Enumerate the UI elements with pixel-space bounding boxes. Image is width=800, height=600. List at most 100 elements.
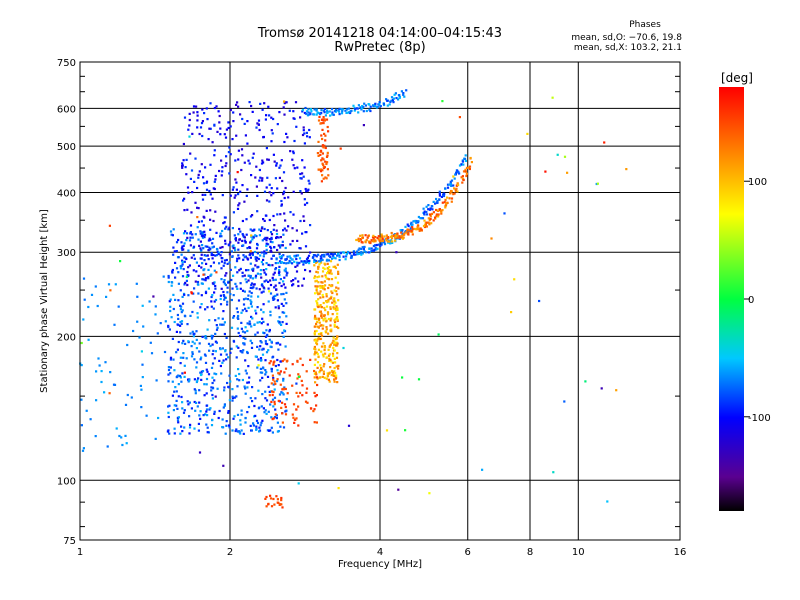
data-point <box>428 492 431 495</box>
data-point <box>304 187 307 191</box>
data-point <box>260 322 263 325</box>
data-point <box>282 261 285 265</box>
data-point <box>193 427 196 430</box>
data-point <box>443 201 446 204</box>
data-point <box>323 345 326 348</box>
data-point <box>181 162 184 165</box>
data-point <box>236 171 239 174</box>
data-point <box>326 313 330 316</box>
data-point <box>342 251 346 254</box>
data-point <box>249 250 252 253</box>
data-point <box>185 257 188 261</box>
data-point <box>460 176 463 179</box>
data-point <box>328 110 331 113</box>
data-point <box>249 274 252 278</box>
data-point <box>301 110 304 113</box>
data-point <box>329 260 333 263</box>
data-point <box>239 113 242 116</box>
data-point <box>240 311 243 314</box>
data-point <box>282 304 285 307</box>
data-point <box>246 188 249 191</box>
data-point <box>238 379 241 382</box>
data-point <box>275 162 278 165</box>
y-tick-label: 200 <box>57 332 76 343</box>
data-point <box>258 348 261 351</box>
data-point <box>315 351 318 354</box>
data-point <box>179 362 182 365</box>
data-point <box>227 244 231 247</box>
data-point <box>241 239 244 242</box>
data-point <box>416 220 419 223</box>
data-point <box>180 241 183 244</box>
data-point <box>410 221 413 224</box>
data-point <box>236 316 239 319</box>
x-axis-ticks: 1 2 4 6 8 10 16 <box>77 547 687 558</box>
data-point <box>188 135 191 138</box>
data-point <box>244 255 248 258</box>
data-point <box>238 257 241 260</box>
data-point <box>257 358 260 361</box>
data-point <box>273 388 276 391</box>
data-point <box>243 331 247 334</box>
data-point <box>274 262 277 265</box>
data-point <box>268 114 271 117</box>
data-point <box>260 227 264 230</box>
data-point <box>228 146 231 149</box>
data-point <box>452 175 455 178</box>
data-point <box>329 306 332 309</box>
data-point <box>320 350 323 353</box>
data-point <box>270 257 273 260</box>
data-point <box>307 260 311 263</box>
data-point <box>359 252 363 255</box>
data-point <box>266 176 269 179</box>
data-point <box>289 257 292 260</box>
data-point <box>563 400 566 403</box>
data-point <box>247 294 250 297</box>
data-point <box>317 168 320 171</box>
data-point <box>336 281 340 284</box>
data-point <box>275 342 278 345</box>
data-point <box>291 227 294 230</box>
data-point <box>319 153 322 156</box>
data-point <box>270 129 273 132</box>
data-point <box>269 245 272 248</box>
data-point <box>364 104 367 107</box>
data-point <box>198 451 202 454</box>
data-point <box>278 393 282 396</box>
data-point <box>363 250 366 253</box>
data-point <box>441 201 444 204</box>
data-point <box>320 368 323 371</box>
data-point <box>350 254 353 257</box>
data-point <box>322 372 325 375</box>
data-point <box>204 335 207 338</box>
data-point <box>272 390 275 394</box>
data-point <box>229 293 232 296</box>
data-point <box>172 246 175 249</box>
data-point <box>325 305 329 308</box>
data-point <box>416 226 419 229</box>
data-point <box>87 305 90 309</box>
data-point <box>326 372 329 375</box>
data-point <box>406 223 409 226</box>
data-point <box>279 213 282 216</box>
data-point <box>315 376 319 379</box>
data-point <box>334 342 337 345</box>
data-point <box>240 413 243 416</box>
data-point <box>246 247 249 250</box>
data-point <box>404 231 407 234</box>
data-point <box>189 152 192 155</box>
data-point <box>325 155 329 158</box>
data-point <box>236 378 239 381</box>
data-point <box>234 239 238 242</box>
data-point <box>334 108 338 111</box>
data-point <box>304 400 308 403</box>
data-point <box>209 193 212 196</box>
data-point <box>171 394 174 397</box>
data-point <box>332 256 335 259</box>
data-point <box>352 250 355 253</box>
data-point <box>331 313 334 316</box>
data-point <box>234 178 237 181</box>
data-point <box>245 309 248 313</box>
data-point <box>254 355 257 358</box>
data-point <box>263 411 266 414</box>
